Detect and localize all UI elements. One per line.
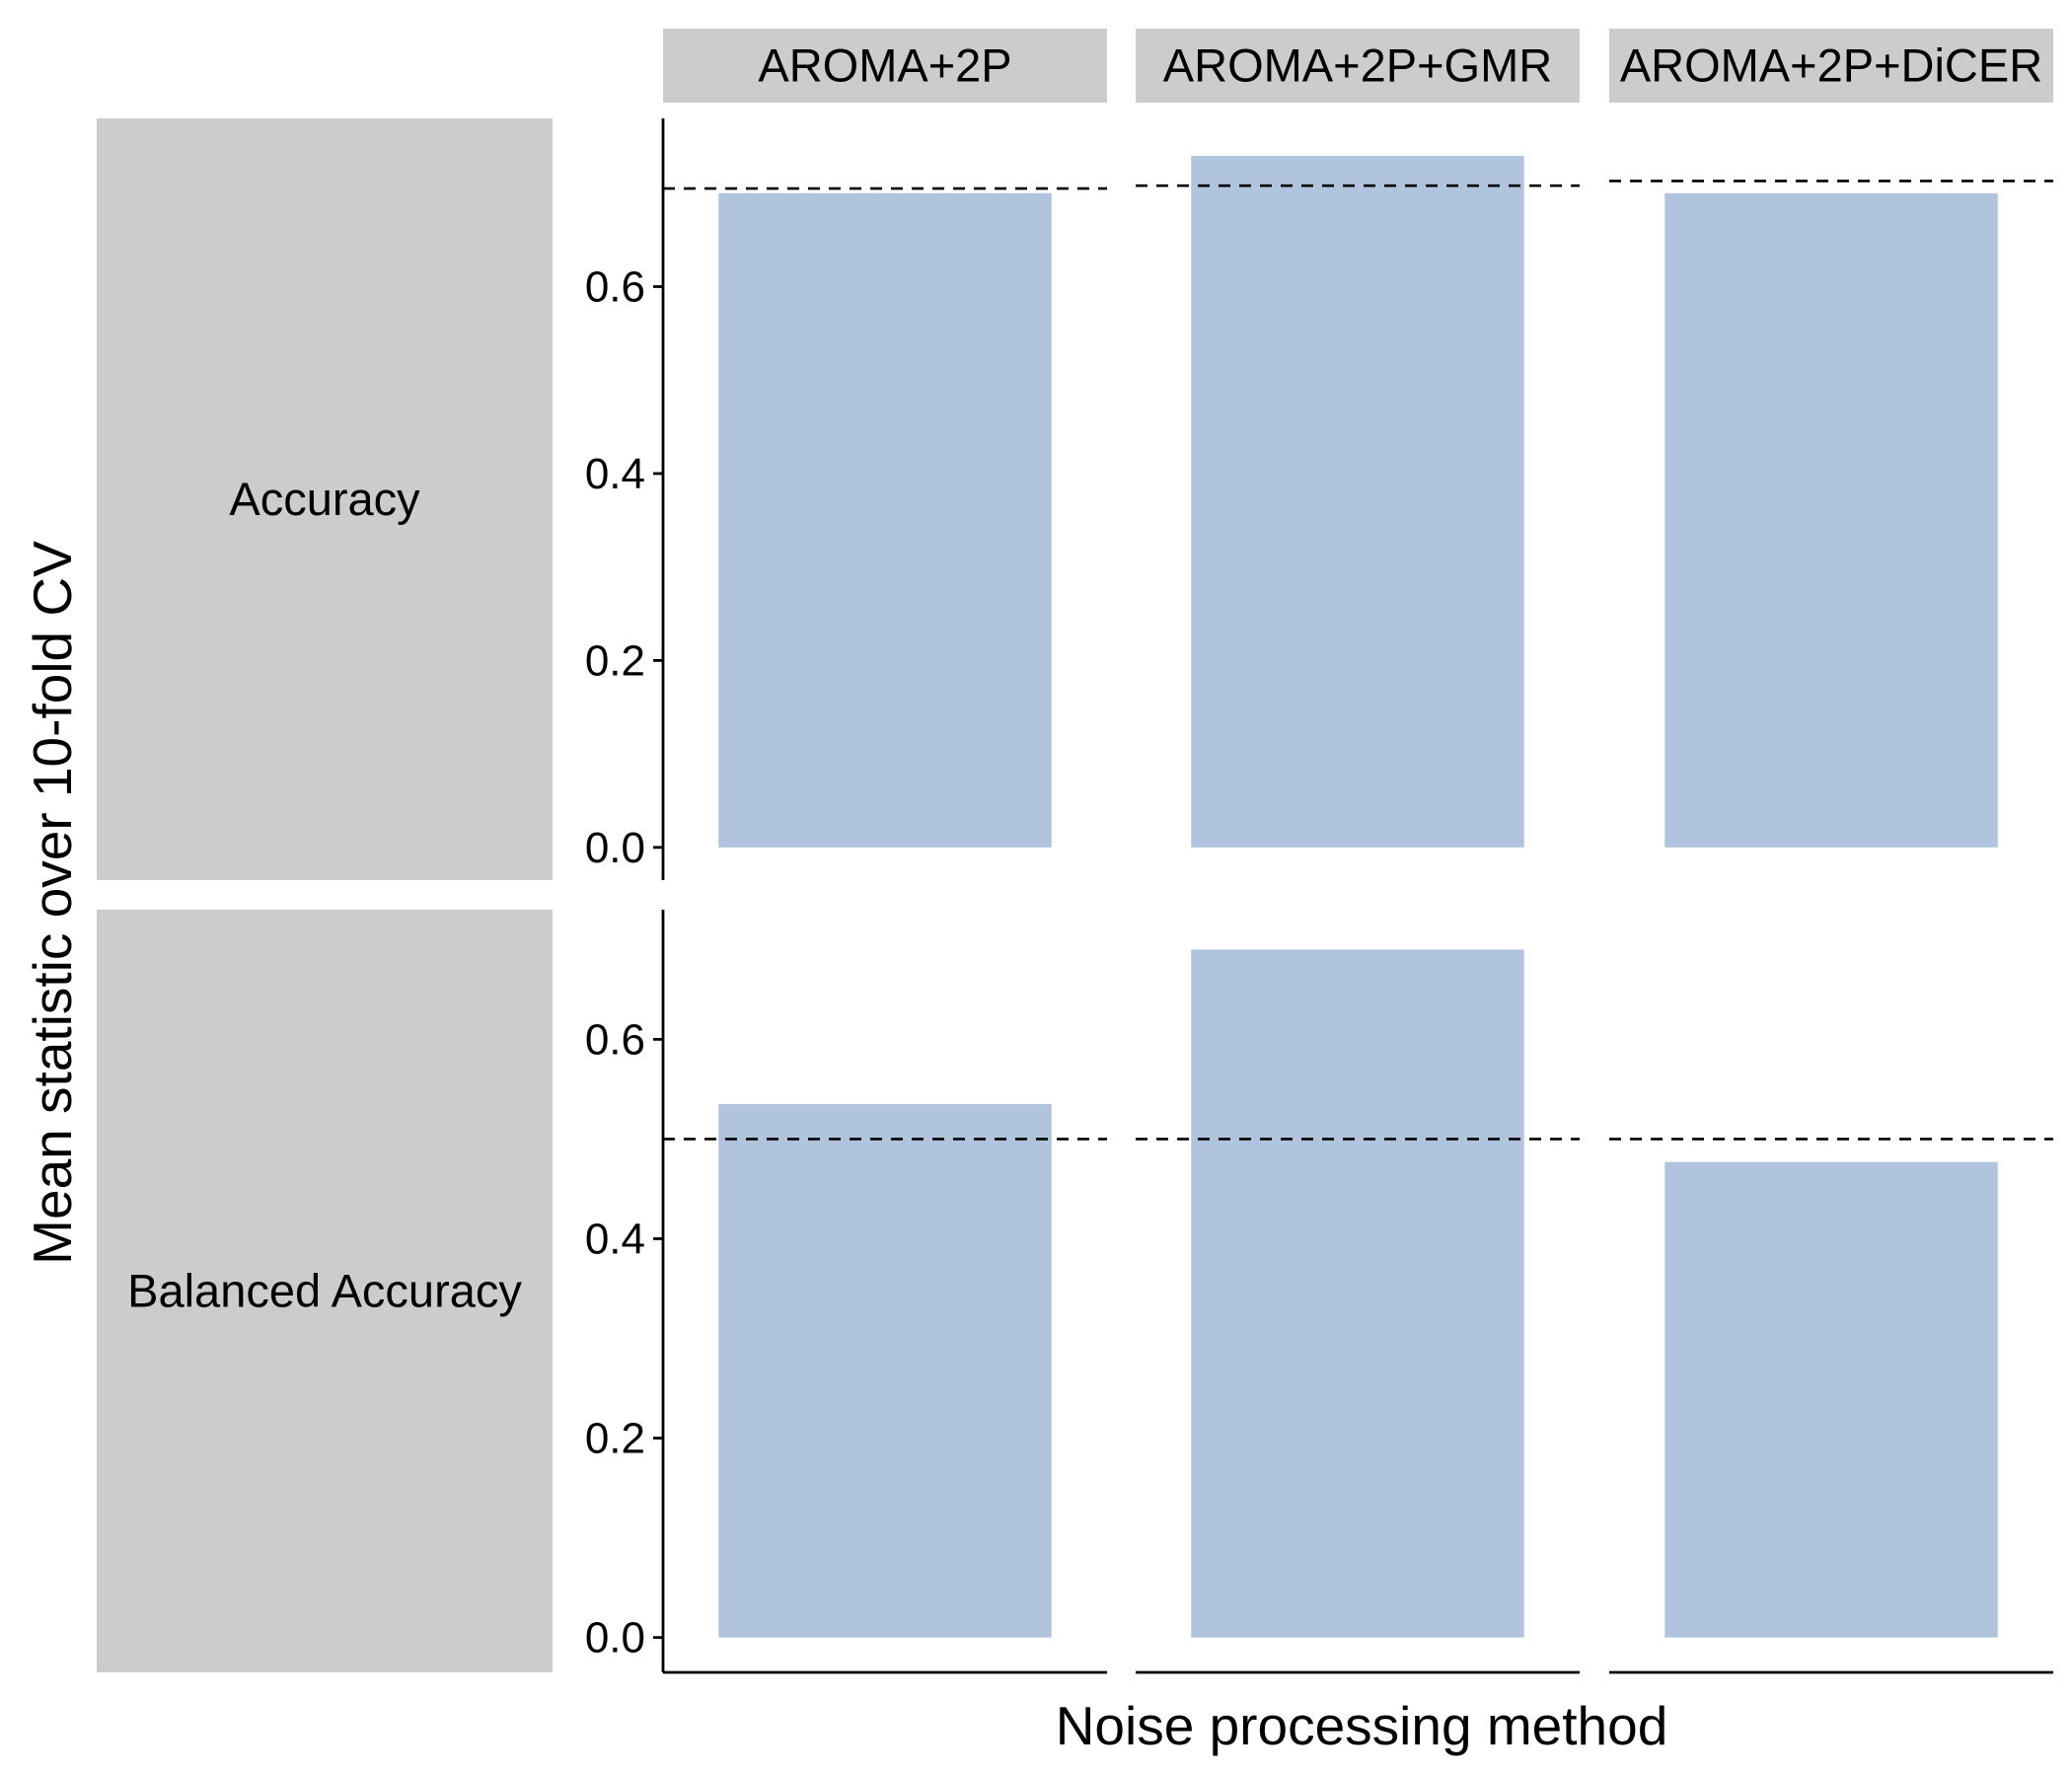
y-tick-label: 0.0 — [585, 824, 645, 872]
panels — [663, 155, 2053, 1638]
row-strip-label: Accuracy — [229, 473, 420, 525]
row-strip-label: Balanced Accuracy — [127, 1265, 522, 1317]
y-tick-label: 0.6 — [585, 263, 645, 312]
bar — [1665, 192, 1998, 848]
y-tick-label: 0.2 — [585, 636, 645, 685]
bar — [718, 1104, 1052, 1638]
y-tick-label: 0.6 — [585, 1015, 645, 1064]
column-strip-label: AROMA+2P — [758, 39, 1011, 92]
row-strip-2 — [97, 910, 553, 1672]
bar — [718, 192, 1052, 848]
column-strip-label: AROMA+2P+DiCER — [1620, 39, 2042, 92]
column-strips: AROMA+2P AROMA+2P+GMR AROMA+2P+DiCER — [663, 29, 2053, 103]
y-tick-label: 0.0 — [585, 1614, 645, 1663]
row-strip-1 — [97, 118, 553, 880]
row-strips: Accuracy Balanced Accuracy — [97, 118, 553, 1672]
y-axis-title: Mean statistic over 10-fold CV — [22, 541, 83, 1265]
column-strip-3 — [1609, 29, 2053, 103]
bar — [1191, 155, 1524, 848]
bar — [1191, 949, 1524, 1638]
axes: 0.0 0.2 0.4 0.6 0.0 0.2 0.4 0.6 — [585, 118, 2053, 1674]
y-tick-label: 0.2 — [585, 1415, 645, 1463]
y-tick-label: 0.4 — [585, 1215, 645, 1263]
column-strip-1 — [663, 29, 1107, 103]
bar — [1665, 1161, 1998, 1638]
y-tick-label: 0.4 — [585, 450, 645, 498]
x-axis-title: Noise processing method — [1056, 1695, 1668, 1756]
column-strip-label: AROMA+2P+GMR — [1163, 39, 1552, 92]
column-strip-2 — [1136, 29, 1580, 103]
